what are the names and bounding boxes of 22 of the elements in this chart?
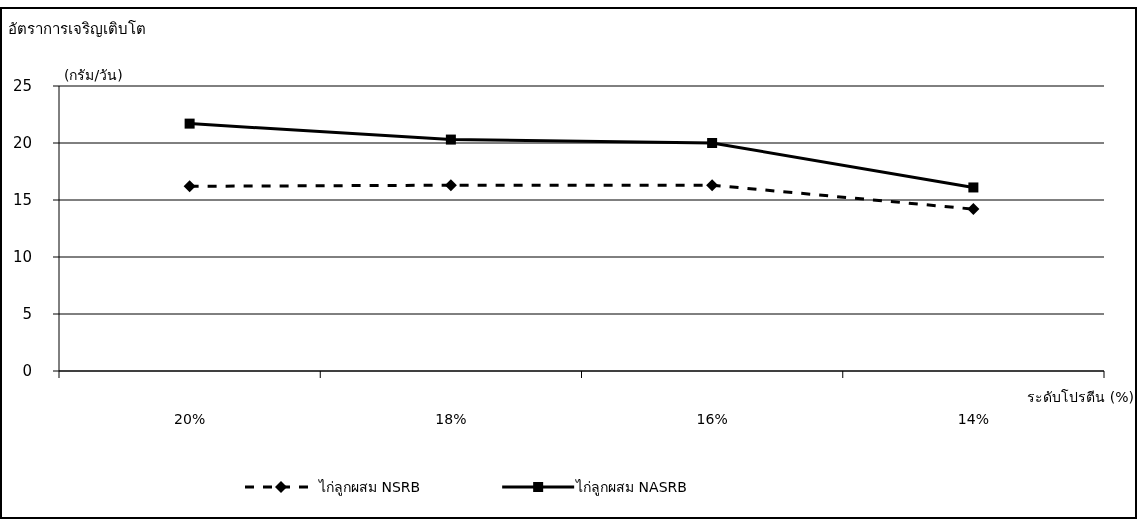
legend-label: ไก่ลูกผสม NASRB — [575, 479, 687, 496]
point — [183, 180, 196, 193]
point — [968, 182, 979, 193]
point — [707, 138, 718, 148]
y-tick-label: 5 — [22, 305, 32, 323]
point — [706, 179, 719, 192]
y-tick-label: 20 — [12, 134, 32, 152]
y-tick-label: 15 — [12, 191, 32, 209]
x-axis-title: ระดับโปรตีน (%) — [1027, 389, 1134, 405]
x-tick-label: 18% — [435, 411, 467, 427]
y-axis-title: อัตราการเจริญเติบโต — [8, 20, 146, 38]
y-tick-label: 0 — [22, 362, 32, 380]
point — [445, 134, 456, 145]
point — [967, 203, 980, 216]
x-tick-label: 16% — [696, 411, 728, 427]
y-tick-label: 10 — [12, 248, 32, 266]
y-tick-label: 25 — [12, 77, 32, 95]
text: (กรัม/วัน) — [64, 67, 123, 83]
point — [184, 118, 195, 129]
legend-label: ไก่ลูกผสม NSRB — [318, 479, 421, 496]
x-tick-label: 14% — [957, 411, 989, 427]
x-tick-label: 20% — [174, 411, 206, 427]
